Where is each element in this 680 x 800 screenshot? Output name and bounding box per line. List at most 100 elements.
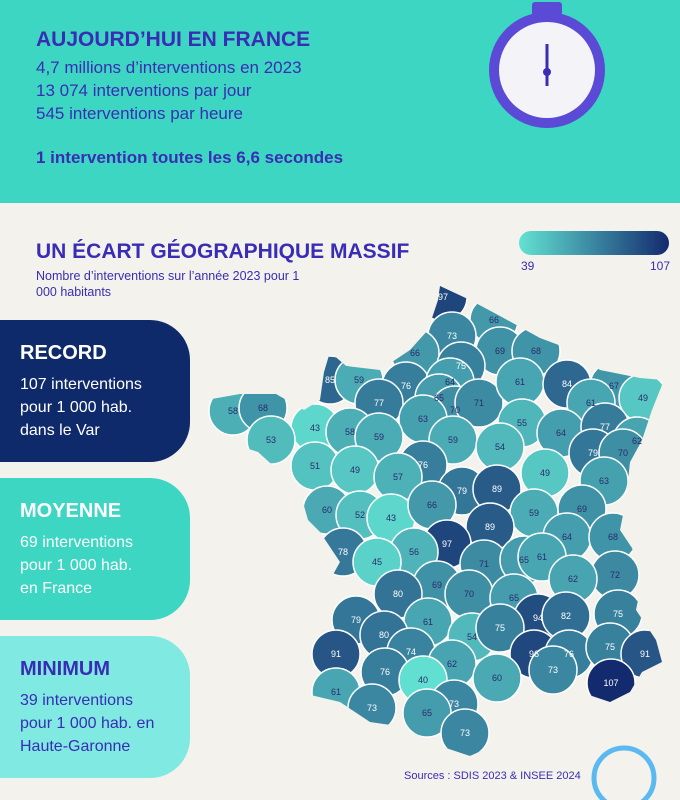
department-value: 60 <box>492 673 502 683</box>
department-value: 75 <box>495 623 505 633</box>
department-value: 82 <box>561 611 571 621</box>
department-value: 97 <box>442 539 452 549</box>
department-value: 79 <box>457 486 467 496</box>
card-title: MINIMUM <box>20 658 110 680</box>
department-value: 65 <box>509 593 519 603</box>
department-value: 76 <box>564 649 574 659</box>
department-value: 89 <box>492 484 502 494</box>
department-value: 64 <box>445 377 455 387</box>
department-value: 61 <box>537 552 547 562</box>
department-value: 53 <box>266 435 276 445</box>
department-value: 49 <box>350 465 360 475</box>
department-value: 84 <box>562 379 572 389</box>
department-value: 69 <box>495 346 505 356</box>
map-subtitle: Nombre d’interventions sur l’année 2023 … <box>36 269 300 299</box>
department-value: 40 <box>418 675 428 685</box>
department-value: 54 <box>495 442 505 452</box>
department-value: 61 <box>331 687 341 697</box>
department-value: 58 <box>345 427 355 437</box>
department-value: 68 <box>258 403 268 413</box>
department-value: 64 <box>562 532 572 542</box>
header-line: 545 interventions par heure <box>36 104 243 123</box>
department-value: 63 <box>418 414 428 424</box>
department-value: 54 <box>467 632 477 642</box>
department-value: 79 <box>351 615 361 625</box>
department-value: 70 <box>450 405 460 415</box>
department-value: 74 <box>406 647 416 657</box>
card-text: 39 interventions pour 1 000 hab. en Haut… <box>20 692 155 755</box>
department-value: 71 <box>479 559 489 569</box>
department <box>528 645 578 695</box>
department-value: 55 <box>517 418 527 428</box>
department-value: 80 <box>379 630 389 640</box>
department-value: 65 <box>519 555 529 565</box>
department-value: 78 <box>338 547 348 557</box>
department <box>454 378 504 428</box>
stat-card: RECORD 107 interventions pour 1 000 hab. … <box>0 320 190 462</box>
department-value: 70 <box>618 448 628 458</box>
department <box>472 653 522 703</box>
department-value: 43 <box>386 513 396 523</box>
card-text: 107 interventions pour 1 000 hab. dans l… <box>20 376 142 439</box>
department-value: 72 <box>610 570 620 580</box>
department-value: 80 <box>393 589 403 599</box>
stat-card: MOYENNE 69 interventions pour 1 000 hab. … <box>0 478 190 620</box>
sources: Sources : SDIS 2023 & INSEE 2024 <box>404 770 581 782</box>
department-value: 76 <box>418 460 428 470</box>
department-value: 57 <box>393 472 403 482</box>
department-value: 59 <box>354 375 364 385</box>
department-value: 76 <box>401 381 411 391</box>
department-value: 67 <box>609 381 619 391</box>
card-title: MOYENNE <box>20 500 122 522</box>
department-value: 62 <box>568 574 578 584</box>
department-value: 68 <box>608 532 618 542</box>
department-value: 61 <box>586 398 596 408</box>
department-value: 97 <box>438 292 448 302</box>
department-value: 73 <box>367 703 377 713</box>
department-value: 91 <box>331 649 341 659</box>
department-value: 89 <box>485 522 495 532</box>
department-value: 68 <box>531 346 541 356</box>
card-title: RECORD <box>20 342 107 364</box>
department-value: 65 <box>422 708 432 718</box>
department-value: 76 <box>380 667 390 677</box>
department-value: 45 <box>372 557 382 567</box>
department-value: 66 <box>489 315 499 325</box>
department-value: 73 <box>460 728 470 738</box>
department-value: 75 <box>613 609 623 619</box>
department-value: 64 <box>556 428 566 438</box>
department-value: 66 <box>427 500 437 510</box>
department-value: 61 <box>423 617 433 627</box>
header-line: 13 074 interventions par jour <box>36 81 252 100</box>
department-value: 65 <box>434 393 444 403</box>
department-value: 63 <box>599 476 609 486</box>
department-value: 59 <box>374 432 384 442</box>
header-line: 4,7 millions d’interventions en 2023 <box>36 58 302 77</box>
department-value: 59 <box>448 435 458 445</box>
department-value: 75 <box>456 361 466 371</box>
header-highlight: 1 intervention toutes les 6,6 secondes <box>36 148 344 167</box>
department-value: 49 <box>638 393 648 403</box>
department-value: 91 <box>640 649 650 659</box>
department-value: 70 <box>464 589 474 599</box>
department-value: 73 <box>548 665 558 675</box>
department-value: 69 <box>432 580 442 590</box>
department-value: 71 <box>474 398 484 408</box>
department-value: 43 <box>310 423 320 433</box>
department-value: 49 <box>540 468 550 478</box>
department-value: 62 <box>632 436 642 446</box>
department-value: 62 <box>447 659 457 669</box>
department-value: 77 <box>374 398 384 408</box>
department-value: 94 <box>533 613 543 623</box>
legend-max: 107 <box>650 259 671 273</box>
department-value: 75 <box>605 642 615 652</box>
department-value: 73 <box>449 699 459 709</box>
department-value: 79 <box>588 448 598 458</box>
card-text: 69 interventions pour 1 000 hab. en Fran… <box>20 534 133 597</box>
header-title: AUJOURD’HUI EN FRANCE <box>36 28 311 51</box>
legend-bar <box>519 231 669 255</box>
legend-min: 39 <box>521 259 535 273</box>
department <box>440 708 490 756</box>
